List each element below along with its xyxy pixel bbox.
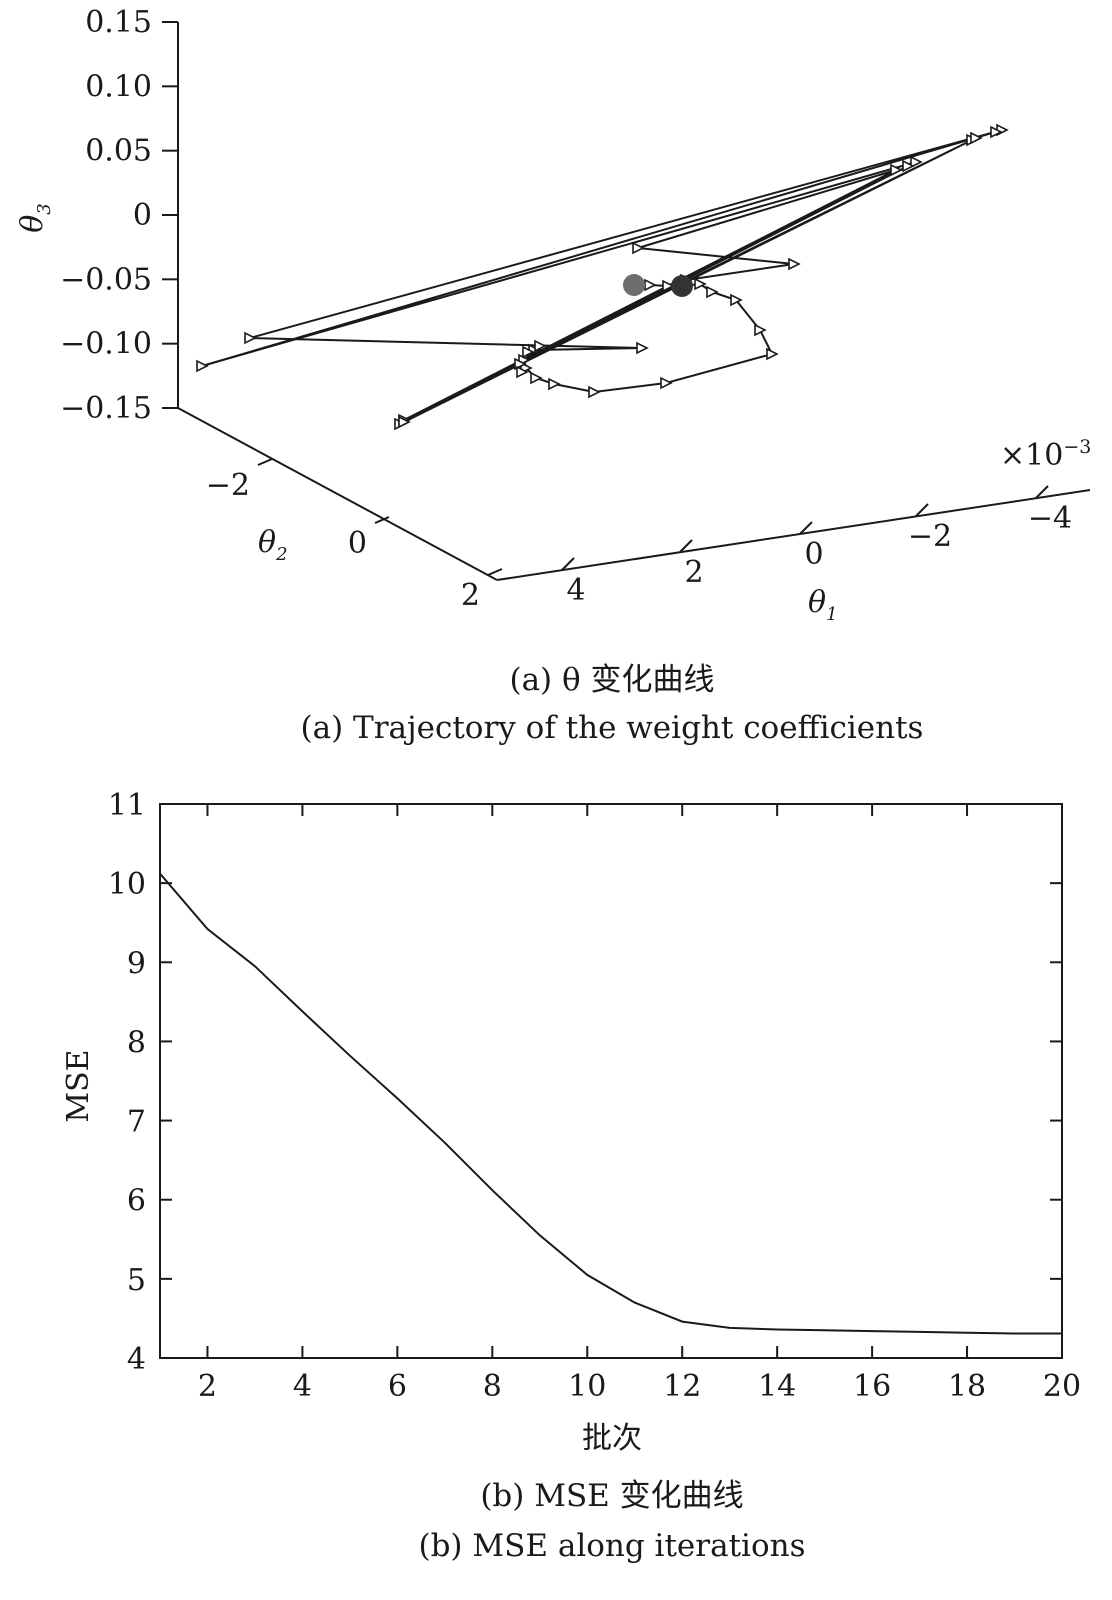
- z-ticks: 0.15 0.10 0.05 0 −0.05 −0.10 −0.15: [60, 5, 178, 426]
- mse-chart: 2 4 6 8 10 12 14 16 18 20 4 5 6 7 8 9 10 11 批次 MSE (b) M…: [61, 788, 1081, 1564]
- y-tick-label: 10: [108, 867, 146, 902]
- caption-b-en: (b) MSE along iterations: [418, 1528, 805, 1564]
- y-ticks: 4 5 6 7 8 9 10 11: [108, 788, 1062, 1377]
- x-tick-label: 8: [483, 1369, 502, 1404]
- plot-frame: [159, 803, 1063, 1359]
- x-ticks: 2 4 6 8 10 12 14 16 18 20: [198, 804, 1081, 1404]
- trajectory-point: [890, 163, 903, 177]
- z-tick-label: 0: [133, 198, 152, 233]
- trajectory-point: [910, 155, 923, 169]
- trajectory-chart: 0.150.100.050−0.05−0.10−0.15 −202 420−2−…: [15, 5, 1091, 746]
- y-tick-label: 8: [127, 1025, 146, 1060]
- trajectory-point: [660, 376, 673, 390]
- x-tick-label: 4: [293, 1369, 312, 1404]
- trajectory-point: [662, 279, 675, 293]
- x-tick-label: 6: [388, 1369, 407, 1404]
- x-tick-mark: [679, 539, 693, 553]
- x-tick-label: 14: [758, 1369, 796, 1404]
- trajectory-point: [766, 347, 779, 361]
- trajectory-point: [534, 339, 547, 353]
- x-tick-mark: [561, 557, 575, 571]
- trajectory-point: [588, 385, 601, 399]
- caption-a-en: (a) Trajectory of the weight coefficient…: [301, 710, 924, 746]
- trajectory-point: [644, 278, 657, 292]
- x-axis-line: [496, 489, 1091, 581]
- trajectory-line: [201, 129, 1003, 425]
- x-ticks: 4 2 0 −2 −4: [561, 485, 1072, 608]
- caption-b-cn: (b) MSE 变化曲线: [480, 1478, 743, 1514]
- x-tick-label: 4: [566, 573, 585, 608]
- x-tick-label: −4: [1028, 501, 1072, 536]
- trajectory-point: [196, 359, 209, 373]
- x-tick-mark: [799, 521, 813, 535]
- y-axis-label: MSE: [61, 1049, 96, 1122]
- y-tick-label: 11: [108, 788, 146, 823]
- trajectory-point: [706, 285, 719, 299]
- y-tick-mark: [374, 516, 390, 524]
- y-tick-mark: [257, 458, 273, 466]
- x-tick-label: 16: [853, 1369, 891, 1404]
- end-point-marker: [671, 275, 693, 297]
- x-tick-mark: [1035, 485, 1049, 499]
- z-tick-label: −0.15: [60, 391, 152, 426]
- x-tick-label: 12: [663, 1369, 701, 1404]
- x-axis-multiplier: ×10−3: [1000, 436, 1091, 473]
- trajectory-point: [970, 131, 983, 145]
- y-tick-label: 7: [127, 1105, 146, 1140]
- z-tick-label: 0.10: [85, 69, 152, 104]
- y-tick-label: 6: [127, 1184, 146, 1219]
- trajectory-point: [548, 377, 561, 391]
- x-tick-mark: [915, 503, 929, 517]
- x-tick-label: 0: [804, 537, 823, 572]
- x-tick-label: 18: [948, 1369, 986, 1404]
- x-tick-label: 2: [198, 1369, 217, 1404]
- mse-series-line: [159, 872, 1062, 1335]
- y-tick-label: 2: [461, 578, 480, 613]
- caption-a-cn: (a) θ 变化曲线: [509, 662, 714, 698]
- trajectory-point: [632, 241, 645, 255]
- trajectory-point: [902, 159, 915, 173]
- y-tick-label: 9: [127, 946, 146, 981]
- trajectory-point: [754, 323, 767, 337]
- y-axis-label: θ2: [258, 525, 288, 565]
- start-point-marker: [623, 274, 645, 296]
- x-tick-label: −2: [908, 519, 952, 554]
- trajectory-point: [522, 345, 535, 359]
- y-tick-mark: [487, 568, 503, 576]
- z-axis-label: θ3: [15, 203, 55, 233]
- trajectory-point: [694, 277, 707, 291]
- y-axis-line: [177, 407, 498, 581]
- trajectory-point: [244, 331, 257, 345]
- z-tick-label: 0.05: [85, 134, 152, 169]
- trajectory-point: [636, 341, 649, 355]
- trajectory-point: [516, 365, 529, 379]
- trajectory-point: [788, 257, 801, 271]
- trajectory-point: [530, 371, 543, 385]
- trajectory-point: [990, 125, 1003, 139]
- x-axis-label: 批次: [582, 1421, 642, 1456]
- y-tick-label: −2: [206, 468, 250, 503]
- z-tick-label: −0.05: [60, 262, 152, 297]
- trajectory-point: [398, 415, 411, 429]
- x-axis-label: θ1: [808, 585, 838, 625]
- y-tick-label: 0: [348, 526, 367, 561]
- y-tick-label: 5: [127, 1263, 146, 1298]
- y-ticks: −2 0 2: [206, 458, 503, 613]
- z-tick-label: 0.15: [85, 5, 152, 40]
- z-tick-label: −0.10: [60, 327, 152, 362]
- trajectory-point: [730, 293, 743, 307]
- x-tick-label: 20: [1043, 1369, 1081, 1404]
- y-tick-label: 4: [127, 1342, 146, 1377]
- x-tick-label: 10: [568, 1369, 606, 1404]
- x-tick-label: 2: [684, 555, 703, 590]
